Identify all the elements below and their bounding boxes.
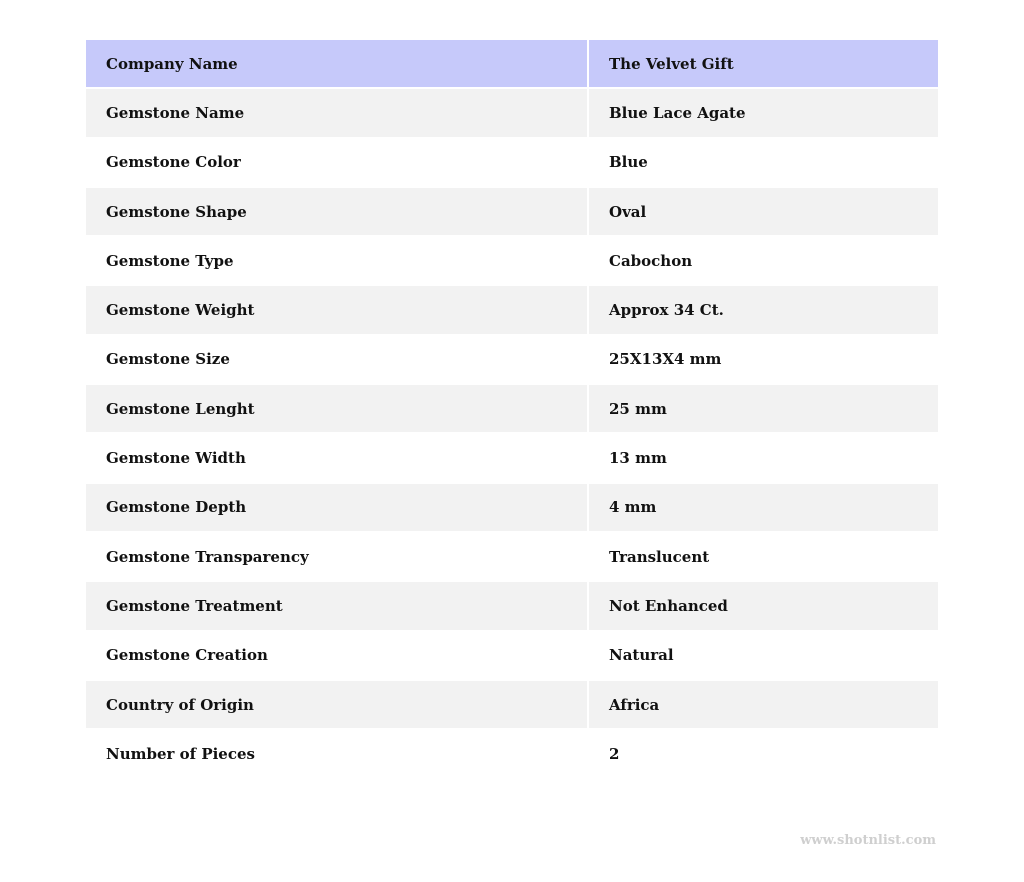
row-value: 25X13X4 mm bbox=[587, 333, 940, 386]
table-row: Gemstone Size 25X13X4 mm bbox=[84, 333, 940, 386]
gemstone-spec-table: Company Name The Velvet Gift Gemstone Na… bbox=[84, 37, 940, 780]
watermark: www.shotnlist.com bbox=[800, 833, 936, 848]
row-label: Gemstone Transparency bbox=[84, 530, 589, 583]
row-value: Africa bbox=[587, 678, 940, 731]
row-value: Blue Lace Agate bbox=[587, 87, 940, 139]
table-row: Gemstone Weight Approx 34 Ct. bbox=[84, 284, 940, 336]
row-label: Gemstone Creation bbox=[84, 629, 589, 681]
row-value: 2 bbox=[587, 728, 940, 780]
row-value: Oval bbox=[587, 185, 940, 238]
table-row: Gemstone Depth 4 mm bbox=[84, 481, 940, 533]
row-label: Gemstone Type bbox=[84, 235, 589, 287]
table-row: Gemstone Shape Oval bbox=[84, 185, 940, 238]
row-value: Not Enhanced bbox=[587, 580, 940, 632]
row-value: 4 mm bbox=[587, 481, 940, 533]
table-row: Number of Pieces 2 bbox=[84, 728, 940, 780]
header-label: Company Name bbox=[84, 37, 589, 90]
table-row: Gemstone Transparency Translucent bbox=[84, 530, 940, 583]
row-label: Gemstone Treatment bbox=[84, 580, 589, 632]
row-value: Approx 34 Ct. bbox=[587, 284, 940, 336]
table-row: Gemstone Creation Natural bbox=[84, 629, 940, 681]
row-value: Translucent bbox=[587, 530, 940, 583]
row-label: Gemstone Lenght bbox=[84, 383, 589, 435]
row-label: Gemstone Name bbox=[84, 87, 589, 139]
row-label: Gemstone Size bbox=[84, 333, 589, 386]
row-value: Natural bbox=[587, 629, 940, 681]
row-label: Gemstone Weight bbox=[84, 284, 589, 336]
row-label: Gemstone Width bbox=[84, 432, 589, 484]
header-value: The Velvet Gift bbox=[587, 37, 940, 90]
row-value: Blue bbox=[587, 136, 940, 188]
row-label: Number of Pieces bbox=[84, 728, 589, 780]
row-label: Gemstone Color bbox=[84, 136, 589, 188]
row-value: 13 mm bbox=[587, 432, 940, 484]
row-value: Cabochon bbox=[587, 235, 940, 287]
row-label: Gemstone Shape bbox=[84, 185, 589, 238]
table-header-row: Company Name The Velvet Gift bbox=[84, 37, 940, 90]
table-row: Gemstone Name Blue Lace Agate bbox=[84, 87, 940, 139]
row-label: Country of Origin bbox=[84, 678, 589, 731]
table-row: Gemstone Lenght 25 mm bbox=[84, 383, 940, 435]
table-row: Country of Origin Africa bbox=[84, 678, 940, 731]
table-row: Gemstone Type Cabochon bbox=[84, 235, 940, 287]
row-value: 25 mm bbox=[587, 383, 940, 435]
table-row: Gemstone Treatment Not Enhanced bbox=[84, 580, 940, 632]
table-row: Gemstone Color Blue bbox=[84, 136, 940, 188]
row-label: Gemstone Depth bbox=[84, 481, 589, 533]
table-row: Gemstone Width 13 mm bbox=[84, 432, 940, 484]
